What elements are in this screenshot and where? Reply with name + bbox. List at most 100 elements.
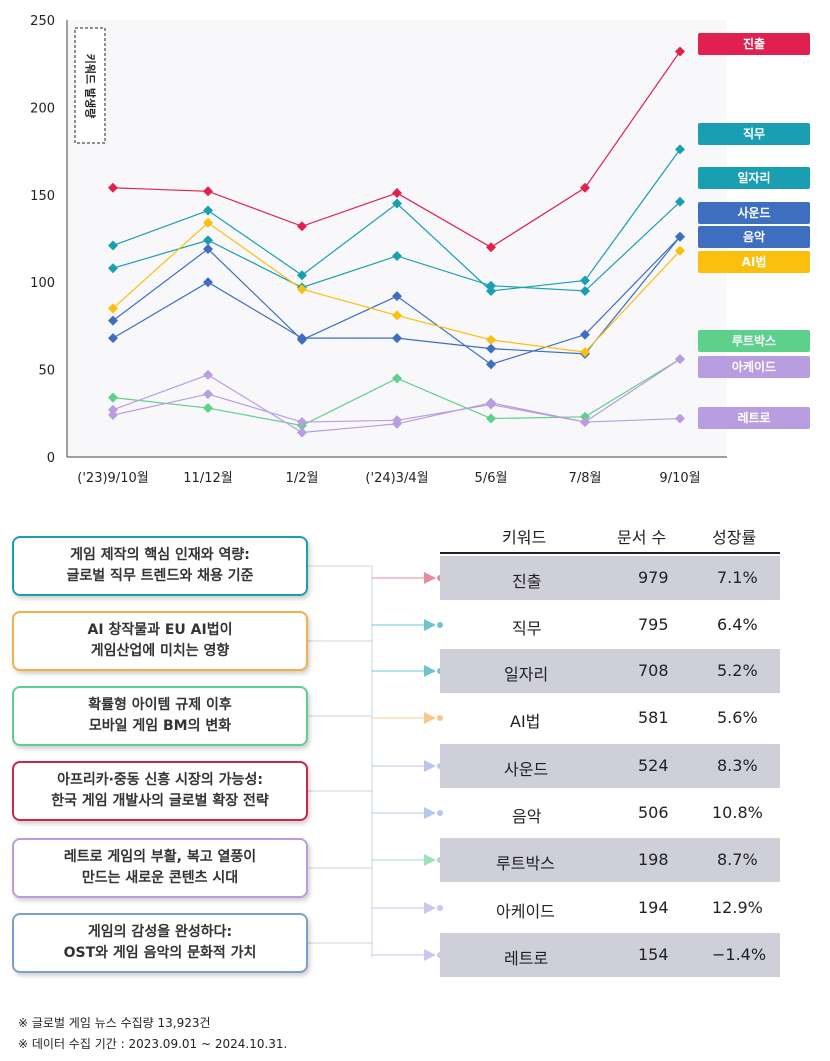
topic-line2: OST와 게임 음악의 문화적 가치 <box>63 945 257 961</box>
row-growth: 8.3% <box>717 756 758 775</box>
connector-dot <box>437 810 443 816</box>
data-point <box>580 411 590 422</box>
data-point <box>108 263 118 274</box>
data-point <box>486 359 496 370</box>
data-point <box>203 369 213 380</box>
table-row: 진출 979 7.1% <box>440 556 780 600</box>
row-docs: 708 <box>638 661 669 680</box>
x-tick-label: ('23)9/10월 <box>77 471 148 486</box>
connector-arrowhead <box>424 807 436 819</box>
legend-label: 사운드 <box>737 205 770 220</box>
row-growth: −1.4% <box>712 945 767 964</box>
data-point <box>297 427 307 438</box>
data-point <box>203 217 213 228</box>
connector-arrowhead <box>424 949 436 961</box>
legend-label: 레트로 <box>737 410 770 425</box>
connector-arrowhead <box>424 572 436 584</box>
table-row: 사운드 524 8.3% <box>440 744 780 788</box>
row-growth: 5.6% <box>717 708 758 727</box>
data-point <box>297 417 307 428</box>
data-point <box>392 333 402 344</box>
data-point <box>108 333 118 344</box>
data-point <box>392 188 402 199</box>
data-point <box>297 284 307 295</box>
data-point <box>675 196 685 207</box>
row-growth: 8.7% <box>717 850 758 869</box>
legend-label-bg <box>698 33 810 55</box>
row-keyword: 음악 <box>512 807 542 826</box>
legend-label: 아케이드 <box>732 359 776 374</box>
legend-label: 직무 <box>743 126 765 141</box>
topic-box-emerging-market: 아프리카·중동 신흥 시장의 가능성: 한국 게임 개발사의 글로벌 확장 전략 <box>12 761 308 821</box>
row-growth: 6.4% <box>717 615 758 634</box>
table-row: AI법 581 5.6% <box>440 696 780 740</box>
x-tick-label: ('24)3/4월 <box>365 471 428 486</box>
data-point <box>486 343 496 354</box>
table-header-rule <box>440 552 780 554</box>
x-tick-label: 1/2월 <box>286 471 319 486</box>
data-point <box>392 198 402 209</box>
row-growth: 12.9% <box>712 898 763 917</box>
data-point <box>580 285 590 296</box>
topic-line1: 레트로 게임의 부활, 복고 열풍이 <box>63 849 257 865</box>
footnote-news-count: ※ 글로벌 게임 뉴스 수집량 13,923건 <box>18 1016 211 1030</box>
legend-label: 진출 <box>743 36 765 51</box>
legend-label-bg <box>698 226 810 248</box>
y-tick-label: 200 <box>30 101 55 116</box>
topic-line1: 확률형 아이템 규제 이후 <box>88 697 232 713</box>
y-tick-label: 150 <box>30 189 55 204</box>
table-header-keyword: 키워드 <box>502 528 547 547</box>
data-point <box>580 329 590 340</box>
table-row: 직무 795 6.4% <box>440 603 780 647</box>
connector-arrowhead <box>424 665 436 677</box>
row-docs: 198 <box>638 850 669 869</box>
data-point <box>108 303 118 314</box>
data-point <box>675 413 685 424</box>
row-keyword: 레트로 <box>504 949 549 968</box>
table-header-growth: 성장률 <box>712 528 757 547</box>
topic-box-ai-law: AI 창작물과 EU AI법이 게임산업에 미치는 영향 <box>12 611 308 671</box>
data-point <box>203 403 213 414</box>
data-point <box>675 245 685 256</box>
data-point <box>486 285 496 296</box>
data-point <box>486 242 496 253</box>
data-point <box>108 410 118 421</box>
data-point <box>392 310 402 321</box>
data-point <box>203 186 213 197</box>
data-point <box>486 413 496 424</box>
data-point <box>297 333 307 344</box>
y-tick-label: 0 <box>47 451 55 466</box>
data-point <box>486 399 496 410</box>
data-point <box>580 347 590 358</box>
legend-label: AI법 <box>742 254 767 269</box>
x-tick-label: 11/12월 <box>183 471 232 486</box>
data-point <box>580 275 590 286</box>
data-point <box>108 240 118 251</box>
data-point <box>486 280 496 291</box>
y-axis-label-box <box>74 27 106 144</box>
data-point <box>203 243 213 254</box>
data-point <box>108 404 118 415</box>
data-point <box>486 334 496 345</box>
row-docs: 194 <box>638 898 669 917</box>
row-keyword: AI법 <box>510 712 541 731</box>
legend-label-bg <box>698 251 810 273</box>
row-growth: 10.8% <box>712 803 763 822</box>
topic-line2: 게임산업에 미치는 영향 <box>90 643 230 659</box>
table-header-docs: 문서 수 <box>617 528 667 547</box>
legend-label: 일자리 <box>737 170 770 185</box>
connector-dot <box>437 622 443 628</box>
y-tick-label: 50 <box>38 364 55 379</box>
data-point <box>203 277 213 288</box>
legend-label-bg <box>698 407 810 429</box>
row-docs: 795 <box>638 615 669 634</box>
table-row: 루트박스 198 8.7% <box>440 838 780 882</box>
footnote-period: ※ 데이터 수집 기간 : 2023.09.01 ~ 2024.10.31. <box>18 1037 288 1051</box>
x-tick-label: 5/6월 <box>475 471 508 486</box>
legend-label: 음악 <box>743 229 765 244</box>
plot-area <box>67 20 727 457</box>
connector-arrowhead <box>424 902 436 914</box>
table-row: 일자리 708 5.2% <box>440 649 780 693</box>
row-growth: 7.1% <box>717 568 758 587</box>
